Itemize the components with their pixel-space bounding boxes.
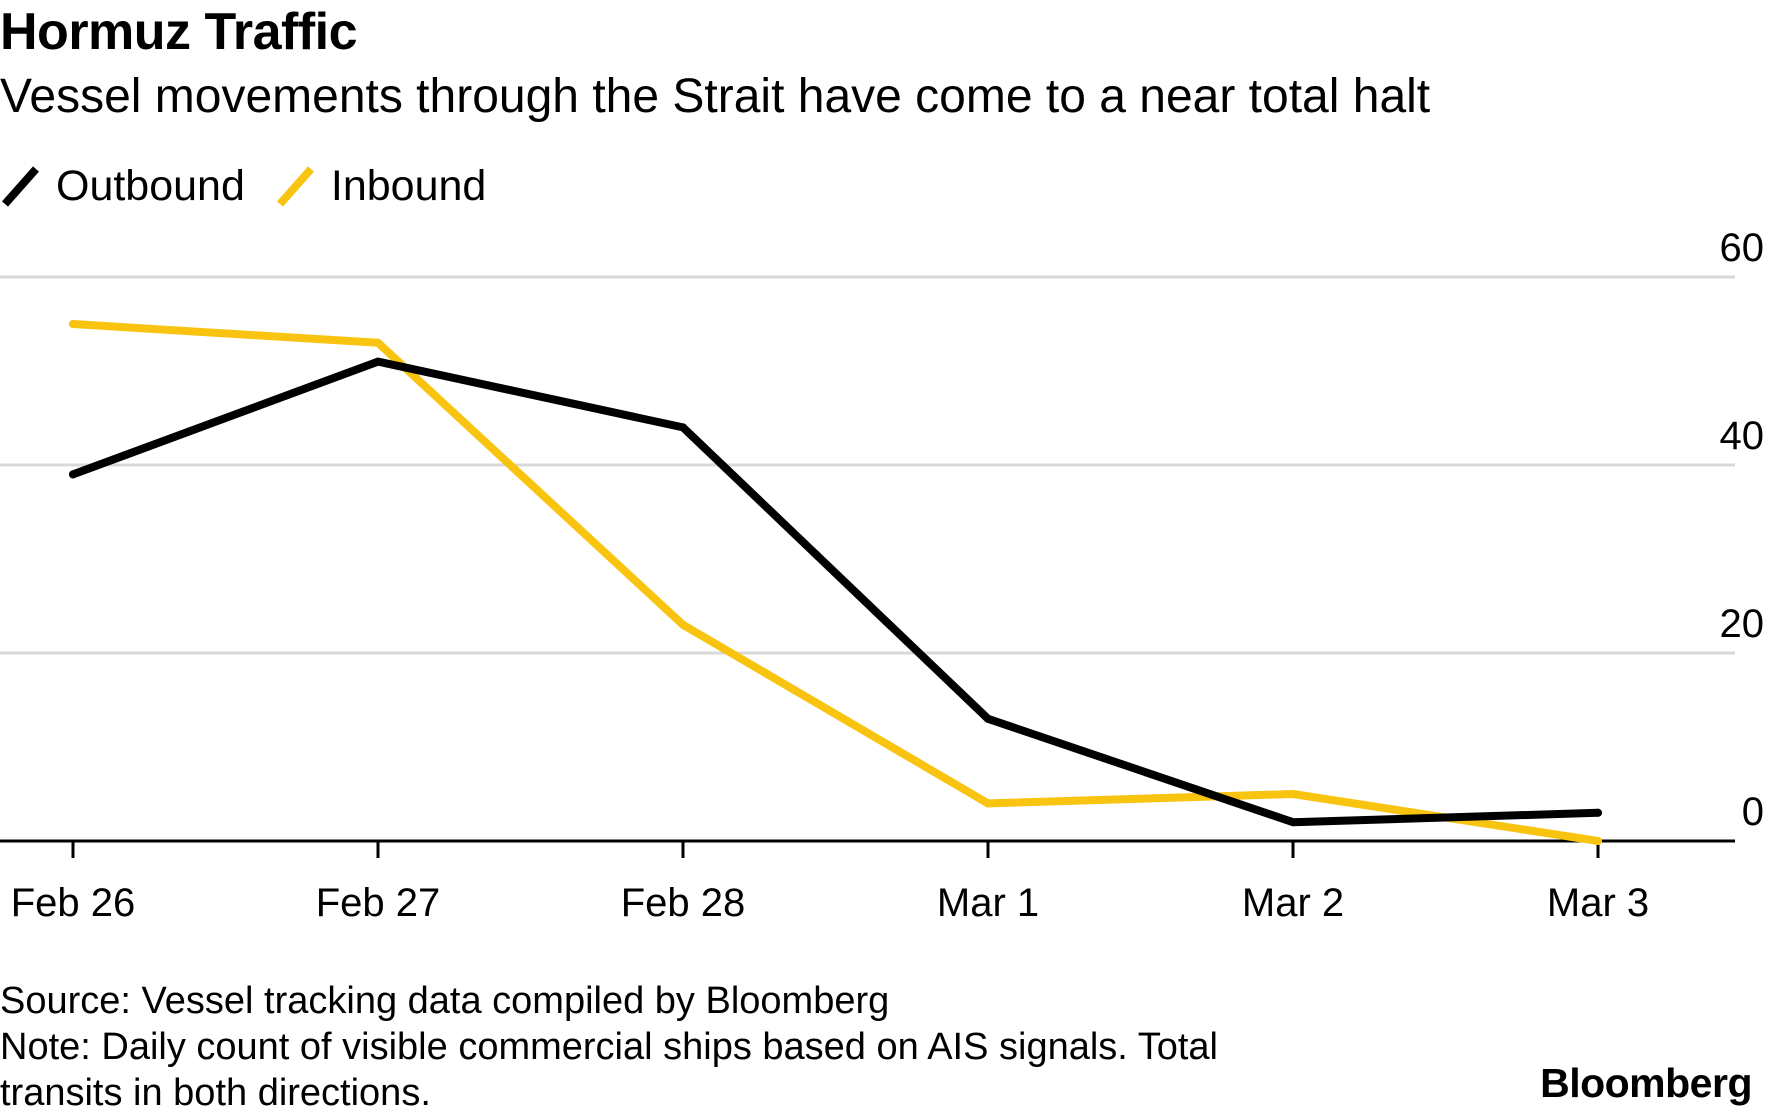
data-point-inbound-5 [1594, 837, 1602, 845]
x-tick-label-4: Mar 2 [1242, 881, 1344, 925]
data-point-outbound-1 [374, 357, 382, 366]
data-point-outbound-2 [679, 423, 687, 432]
y-tick-label-20: 20 [1720, 602, 1765, 646]
legend-swatch-inbound [276, 166, 314, 207]
gridlines [0, 275, 1735, 655]
legend-swatch-inbound-line [276, 166, 314, 207]
x-tick-label-1: Feb 27 [316, 881, 441, 925]
note-text: Note: Daily count of visible commercial … [0, 1026, 1219, 1114]
data-point-outbound-0 [69, 470, 77, 479]
series-lines [69, 320, 1602, 845]
data-point-outbound-3 [984, 714, 992, 723]
legend-label-outbound: Outbound [56, 161, 245, 210]
series-line-outbound [69, 357, 1602, 827]
legend-swatch-outbound-line [2, 166, 39, 207]
x-tick-label-2: Feb 28 [621, 881, 746, 925]
data-point-inbound-1 [374, 338, 382, 347]
bloomberg-logo: Bloomberg [1540, 1060, 1752, 1106]
data-point-inbound-3 [984, 799, 992, 808]
chart-subtitle: Vessel movements through the Strait have… [0, 70, 1431, 123]
data-point-outbound-5 [1594, 808, 1602, 817]
data-point-inbound-2 [679, 620, 687, 629]
x-tick-label-3: Mar 1 [937, 881, 1039, 925]
series-line-inbound [69, 320, 1602, 845]
legend-swatch-outbound [2, 166, 39, 207]
data-point-inbound-0 [69, 320, 77, 328]
y-tick-label-0: 0 [1742, 790, 1764, 834]
chart-title: Hormuz Traffic [0, 3, 358, 61]
legend-item-outbound: Outbound [0, 162, 245, 211]
y-tick-label-40: 40 [1720, 414, 1765, 458]
x-tick-label-0: Feb 26 [11, 881, 136, 925]
x-tick-label-5: Mar 3 [1547, 881, 1649, 925]
legend: Outbound Inbound [0, 158, 516, 214]
data-point-inbound-4 [1289, 790, 1297, 798]
legend-item-inbound: Inbound [275, 162, 486, 211]
y-axis-ticks: 0 20 40 60 [1720, 226, 1765, 834]
footer-notes: Source: Vessel tracking data compiled by… [0, 978, 1320, 1116]
data-point-outbound-4 [1289, 818, 1297, 827]
y-tick-label-60: 60 [1720, 226, 1765, 270]
source-text: Source: Vessel tracking data compiled by… [0, 980, 890, 1022]
x-axis: Feb 26 Feb 27 Feb 28 Mar 1 Mar 2 Mar 3 [0, 839, 1735, 925]
legend-label-inbound: Inbound [330, 161, 487, 210]
